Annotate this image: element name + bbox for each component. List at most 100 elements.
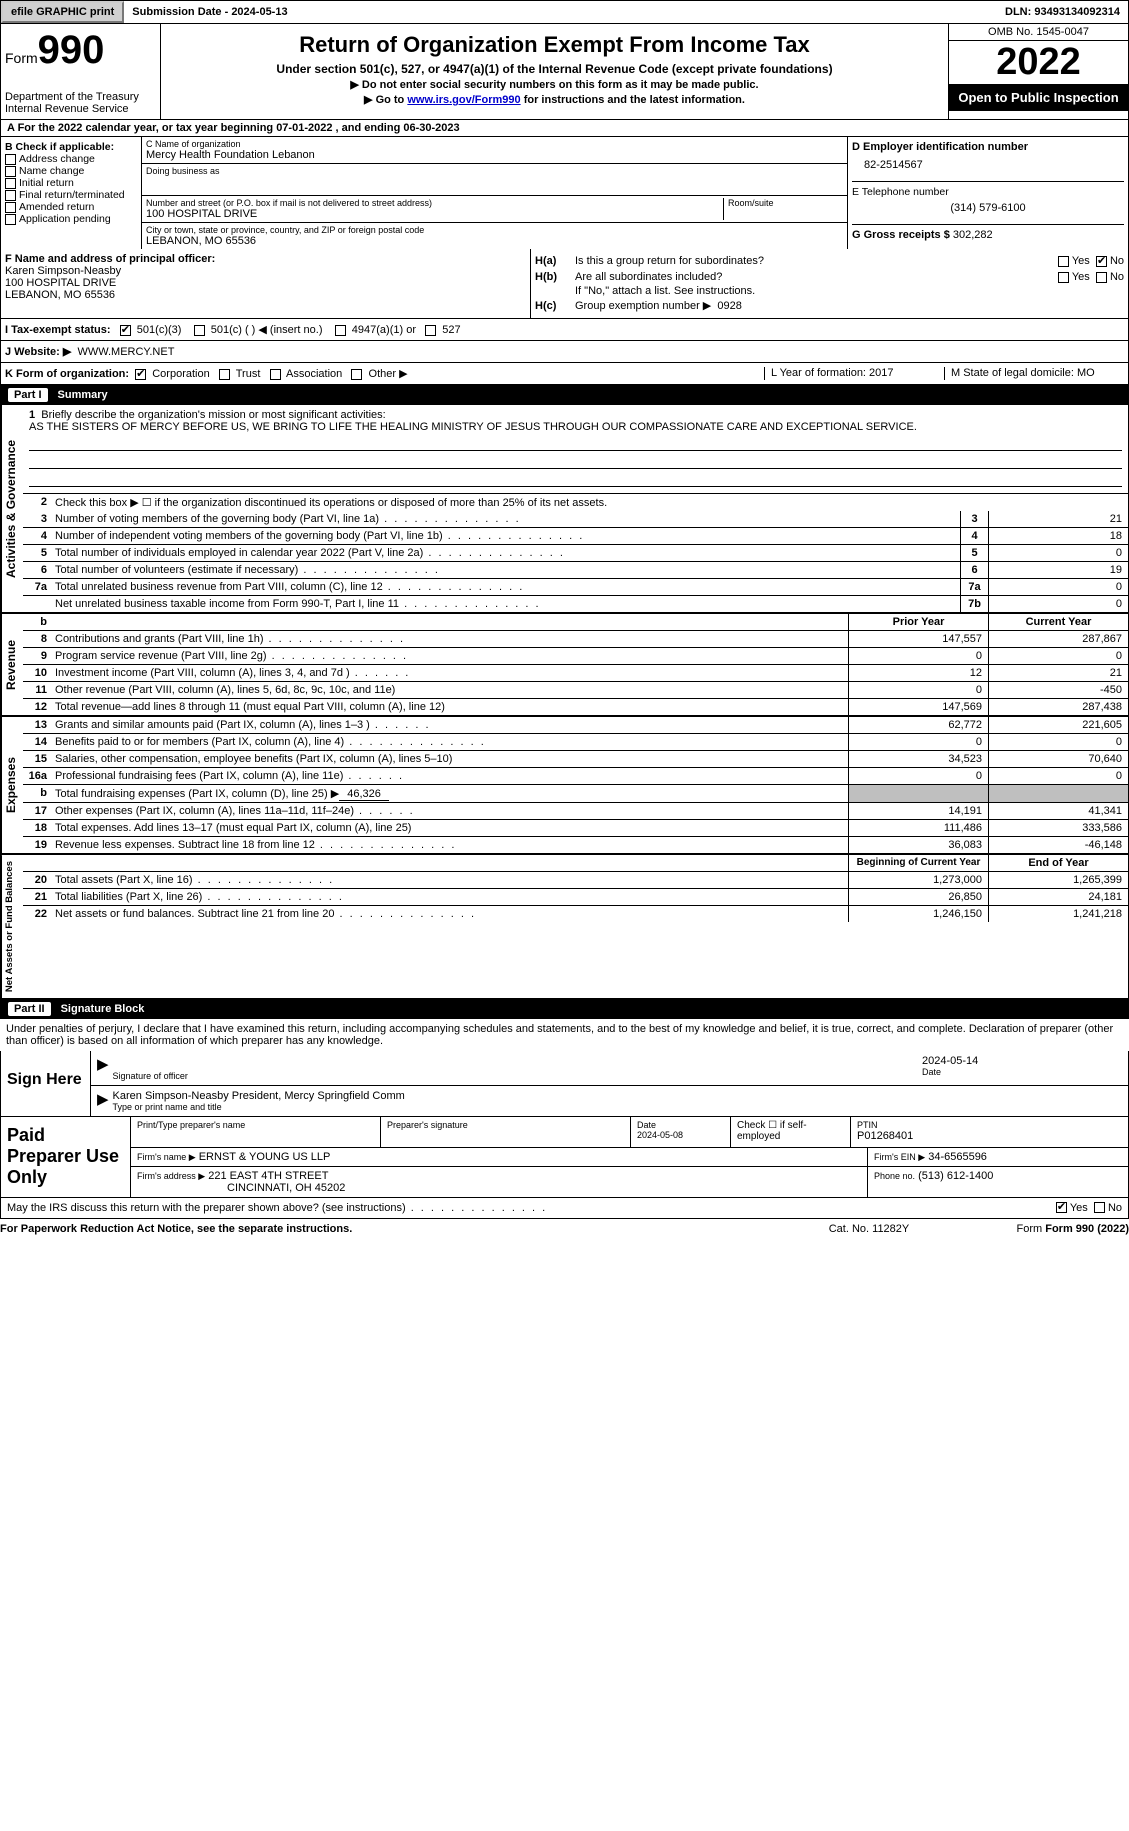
tax-year: 2022 bbox=[949, 41, 1128, 84]
cb-501c[interactable] bbox=[194, 325, 205, 336]
cb-assoc[interactable] bbox=[270, 369, 281, 380]
hc-label: Group exemption number ▶ bbox=[575, 299, 711, 312]
hb-no[interactable] bbox=[1096, 272, 1107, 283]
open-public-badge: Open to Public Inspection bbox=[949, 84, 1128, 111]
l11-text: Other revenue (Part VIII, column (A), li… bbox=[51, 682, 848, 698]
website-value: WWW.MERCY.NET bbox=[77, 346, 174, 358]
ha-no[interactable] bbox=[1096, 256, 1107, 267]
mission-text: AS THE SISTERS OF MERCY BEFORE US, WE BR… bbox=[29, 421, 1122, 433]
discuss-no[interactable] bbox=[1094, 1202, 1105, 1213]
l14-text: Benefits paid to or for members (Part IX… bbox=[51, 734, 848, 750]
cb-trust[interactable] bbox=[219, 369, 230, 380]
section-b-checkboxes: B Check if applicable: Address change Na… bbox=[1, 137, 141, 249]
l16b-val: 46,326 bbox=[339, 788, 389, 801]
l2-text: Check this box ▶ ☐ if the organization d… bbox=[51, 494, 1128, 511]
l9-text: Program service revenue (Part VIII, line… bbox=[51, 648, 848, 664]
pra-notice: For Paperwork Reduction Act Notice, see … bbox=[0, 1223, 769, 1235]
arrow-icon bbox=[97, 1090, 113, 1112]
expenses-label: Expenses bbox=[1, 717, 23, 853]
l7a-val: 0 bbox=[988, 579, 1128, 595]
dba-label: Doing business as bbox=[146, 166, 843, 176]
cb-initial-return[interactable] bbox=[5, 178, 16, 189]
cb-amended[interactable] bbox=[5, 202, 16, 213]
l16b-text: Total fundraising expenses (Part IX, col… bbox=[55, 788, 339, 800]
b-header: B Check if applicable: bbox=[5, 141, 137, 153]
j-label: J Website: ▶ bbox=[5, 346, 71, 358]
goto-pre: ▶ Go to bbox=[364, 94, 407, 106]
org-name: Mercy Health Foundation Lebanon bbox=[146, 149, 843, 161]
arrow-icon bbox=[97, 1055, 113, 1081]
cb-app-pending[interactable] bbox=[5, 214, 16, 225]
submission-date: Submission Date - 2024-05-13 bbox=[124, 3, 295, 21]
cb-corp[interactable] bbox=[135, 369, 146, 380]
gross-receipts: 302,282 bbox=[953, 229, 993, 241]
hb-note: If "No," attach a list. See instructions… bbox=[535, 285, 1124, 297]
goto-post: for instructions and the latest informat… bbox=[521, 94, 745, 106]
beg-year-hdr: Beginning of Current Year bbox=[848, 855, 988, 871]
self-employed: Check ☐ if self-employed bbox=[731, 1117, 851, 1147]
cb-501c3[interactable] bbox=[120, 325, 131, 336]
dept-treasury: Department of the Treasury bbox=[5, 91, 156, 103]
l4-val: 18 bbox=[988, 528, 1128, 544]
hb-question: Are all subordinates included? bbox=[575, 271, 1058, 283]
cb-4947[interactable] bbox=[335, 325, 346, 336]
f-label: F Name and address of principal officer: bbox=[5, 253, 526, 265]
ha-yes[interactable] bbox=[1058, 256, 1069, 267]
officer-name: Karen Simpson-Neasby bbox=[5, 265, 526, 277]
row-a-tax-year: A For the 2022 calendar year, or tax yea… bbox=[0, 120, 1129, 137]
l5-val: 0 bbox=[988, 545, 1128, 561]
cb-other[interactable] bbox=[351, 369, 362, 380]
efile-print-button[interactable]: efile GRAPHIC print bbox=[1, 1, 124, 23]
discuss-yes[interactable] bbox=[1056, 1202, 1067, 1213]
cb-527[interactable] bbox=[425, 325, 436, 336]
officer-addr1: 100 HOSPITAL DRIVE bbox=[5, 277, 526, 289]
firm-addr2: CINCINNATI, OH 45202 bbox=[137, 1182, 345, 1194]
prep-name-label: Print/Type preparer's name bbox=[137, 1120, 374, 1130]
irs-label: Internal Revenue Service bbox=[5, 103, 156, 115]
city-state-zip: LEBANON, MO 65536 bbox=[146, 235, 843, 247]
state-domicile: M State of legal domicile: MO bbox=[944, 367, 1124, 380]
phone-value: (314) 579-6100 bbox=[852, 198, 1124, 224]
part1-header: Part ISummary bbox=[0, 385, 1129, 405]
k-label: K Form of organization: bbox=[5, 368, 129, 380]
end-year-hdr: End of Year bbox=[988, 855, 1128, 871]
room-label: Room/suite bbox=[723, 198, 843, 220]
ssn-note: ▶ Do not enter social security numbers o… bbox=[165, 78, 944, 91]
top-toolbar: efile GRAPHIC print Submission Date - 20… bbox=[0, 0, 1129, 24]
l5-text: Total number of individuals employed in … bbox=[51, 545, 960, 561]
sig-date-label: Date bbox=[922, 1067, 1122, 1077]
l15-text: Salaries, other compensation, employee b… bbox=[51, 751, 848, 767]
addr-label: Number and street (or P.O. box if mail i… bbox=[146, 198, 723, 208]
officer-addr2: LEBANON, MO 65536 bbox=[5, 289, 526, 301]
prep-date: 2024-05-08 bbox=[637, 1130, 683, 1140]
form-footer: Form Form 990 (2022) bbox=[969, 1223, 1129, 1235]
form-subtitle: Under section 501(c), 527, or 4947(a)(1)… bbox=[165, 62, 944, 76]
irs-link[interactable]: www.irs.gov/Form990 bbox=[407, 94, 520, 106]
ein-label: D Employer identification number bbox=[852, 141, 1124, 153]
hb-yes[interactable] bbox=[1058, 272, 1069, 283]
l3-val: 21 bbox=[988, 511, 1128, 527]
dln-label: DLN: 93493134092314 bbox=[997, 3, 1128, 21]
net-assets-label: Net Assets or Fund Balances bbox=[1, 855, 23, 998]
l3-text: Number of voting members of the governin… bbox=[51, 511, 960, 527]
l18-text: Total expenses. Add lines 13–17 (must eq… bbox=[51, 820, 848, 836]
l7a-text: Total unrelated business revenue from Pa… bbox=[51, 579, 960, 595]
current-year-hdr: Current Year bbox=[988, 614, 1128, 630]
cb-final-return[interactable] bbox=[5, 190, 16, 201]
revenue-label: Revenue bbox=[1, 614, 23, 715]
form-header: Form990 Department of the Treasury Inter… bbox=[0, 24, 1129, 120]
form-title: Return of Organization Exempt From Incom… bbox=[165, 32, 944, 58]
l16a-text: Professional fundraising fees (Part IX, … bbox=[51, 768, 848, 784]
firm-addr1: 221 EAST 4TH STREET bbox=[208, 1170, 328, 1182]
firm-ein: 34-6565596 bbox=[928, 1151, 987, 1163]
omb-number: OMB No. 1545-0047 bbox=[949, 24, 1128, 41]
sign-here-label: Sign Here bbox=[1, 1051, 91, 1116]
c-name-label: C Name of organization bbox=[146, 139, 843, 149]
cb-name-change[interactable] bbox=[5, 166, 16, 177]
firm-phone: (513) 612-1400 bbox=[918, 1170, 993, 1182]
cb-address-change[interactable] bbox=[5, 154, 16, 165]
ptin-label: PTIN bbox=[857, 1120, 1122, 1130]
sig-officer-label: Signature of officer bbox=[113, 1071, 922, 1081]
year-formation: L Year of formation: 2017 bbox=[764, 367, 944, 380]
firm-name: ERNST & YOUNG US LLP bbox=[199, 1151, 331, 1163]
